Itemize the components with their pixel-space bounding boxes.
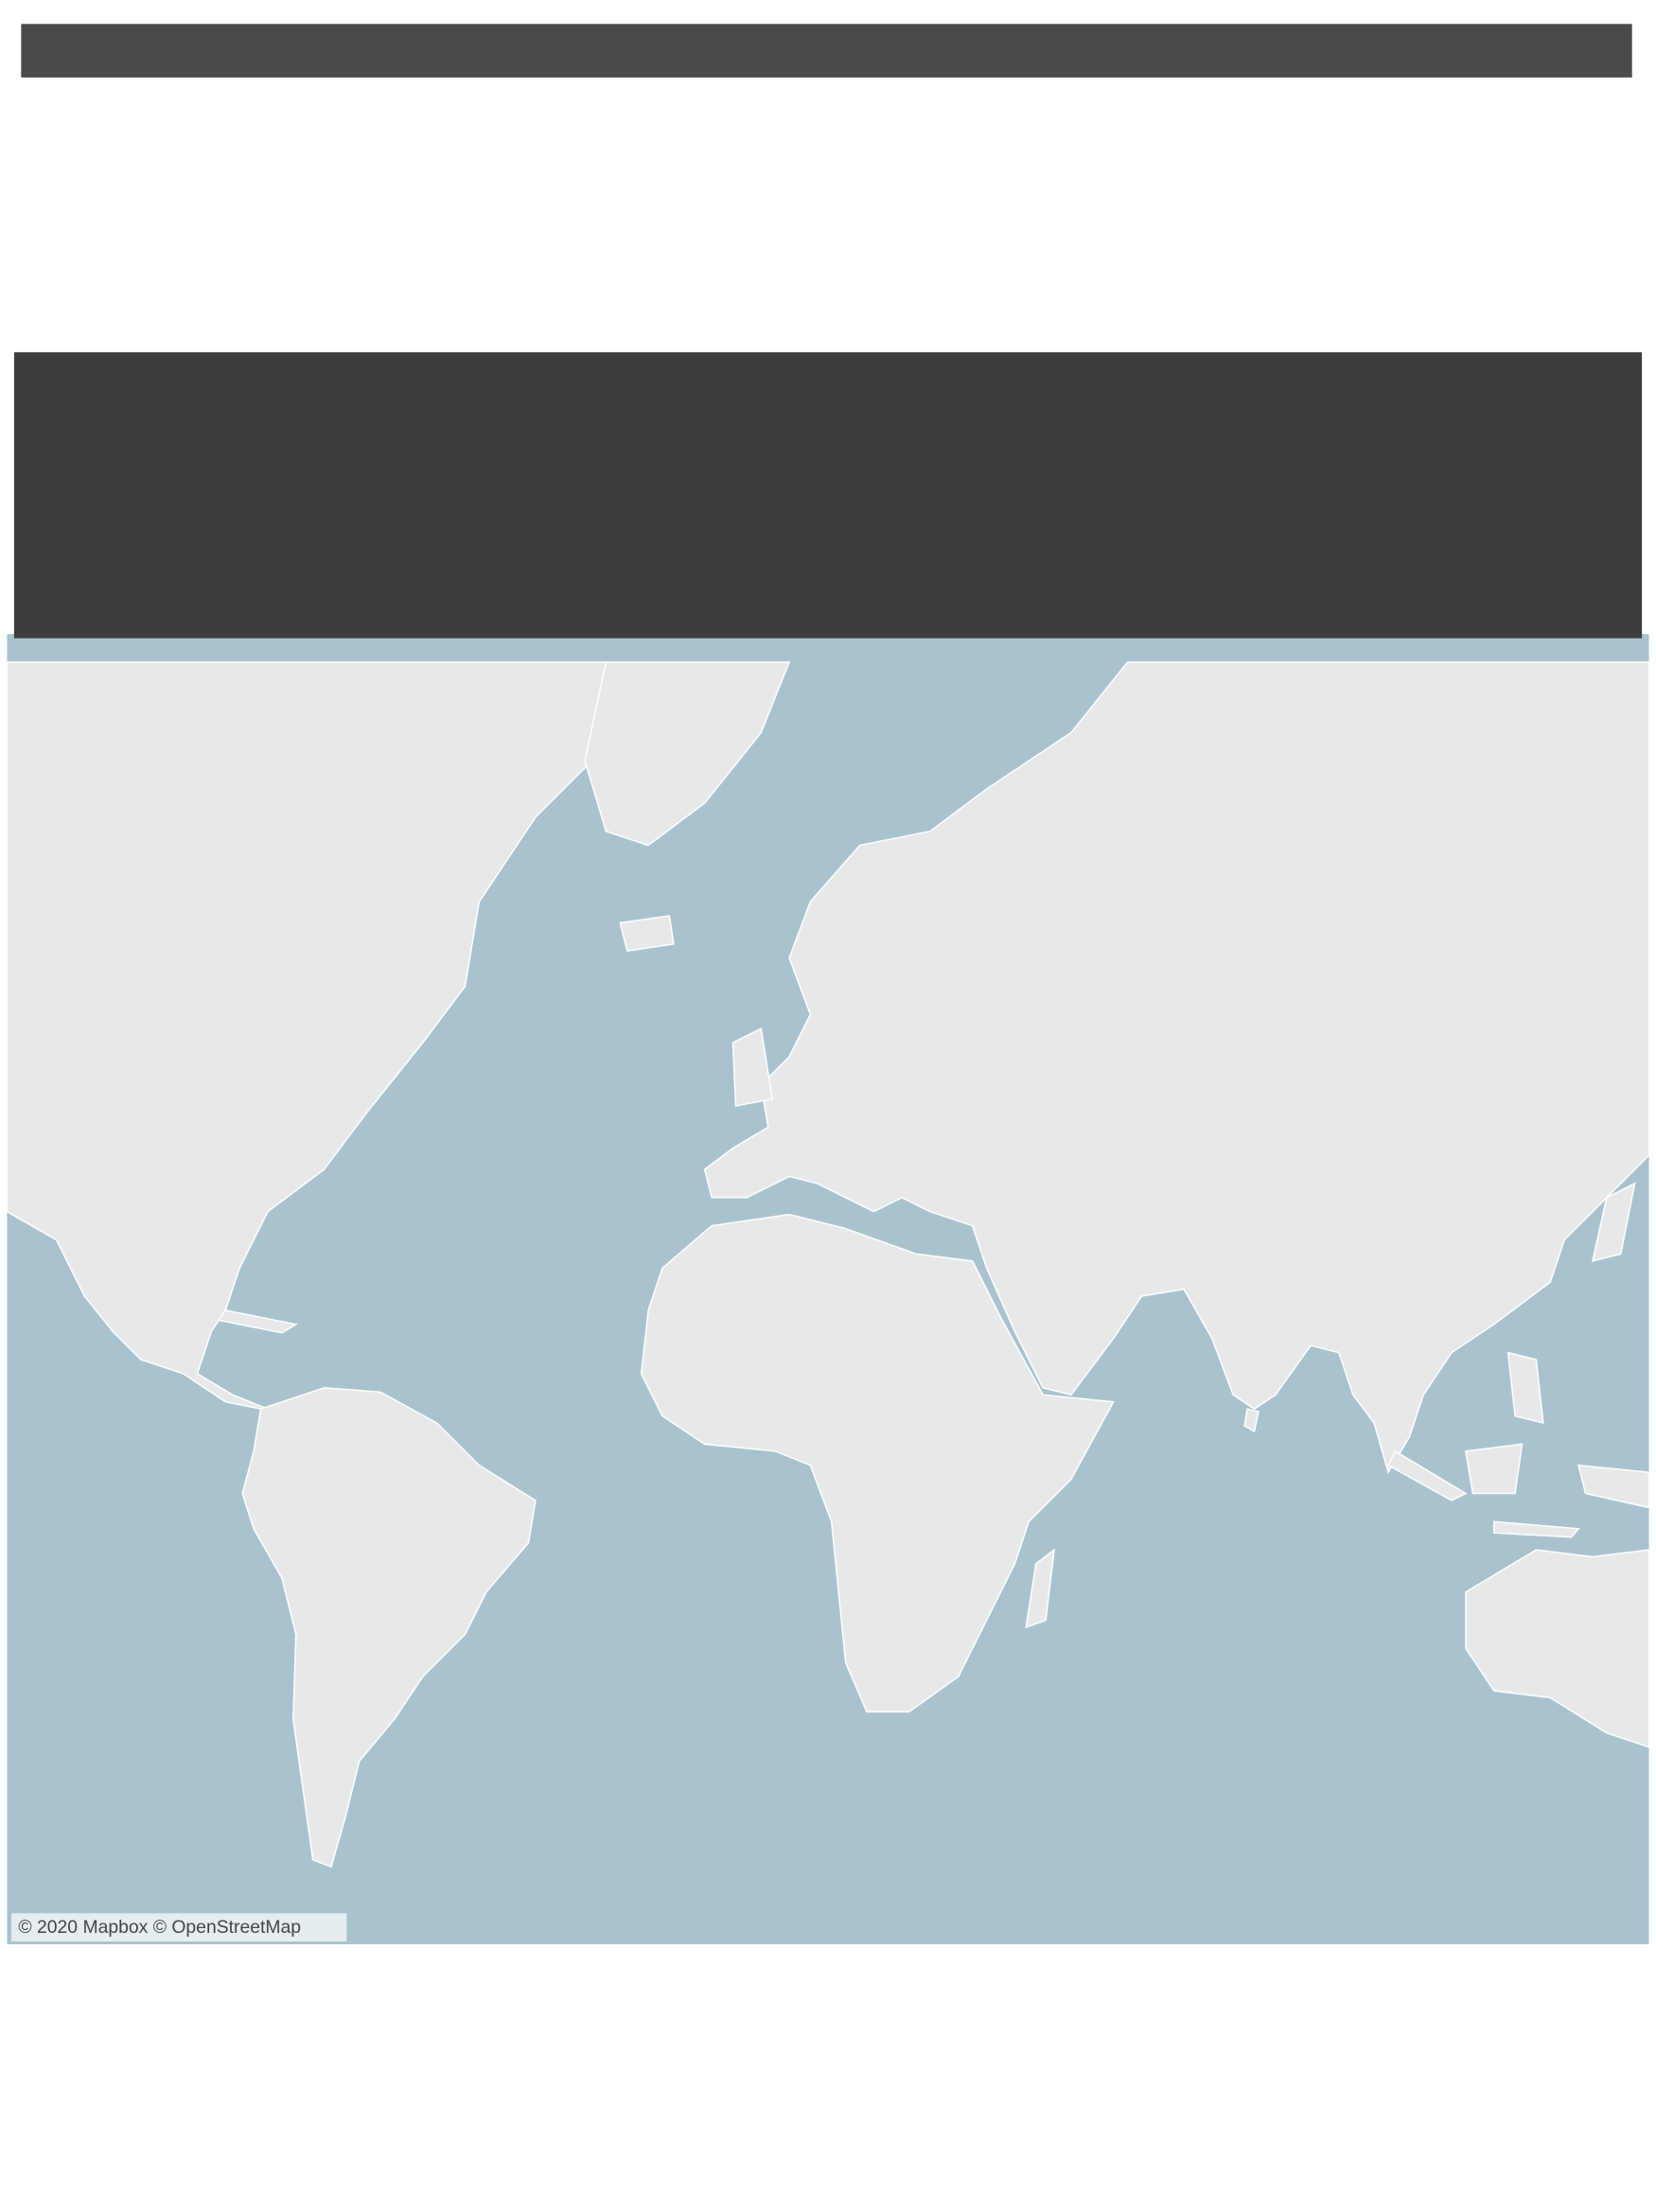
land: [1465, 1549, 1650, 1748]
land: [584, 661, 791, 847]
attribution-box: [10, 1913, 347, 1942]
land: [703, 661, 1650, 1475]
tracker-bar: [21, 24, 1632, 78]
attribution: © 2020 Mapbox © OpenStreetMap: [18, 1917, 301, 1938]
intro-box: [13, 352, 1643, 639]
land: [217, 1309, 298, 1334]
map: [6, 634, 1650, 1945]
land: [6, 661, 608, 1421]
land: [1025, 1548, 1055, 1629]
land: [640, 1213, 1115, 1713]
land: [1387, 1351, 1650, 1538]
land: [619, 915, 1636, 1433]
land: [241, 1387, 537, 1869]
